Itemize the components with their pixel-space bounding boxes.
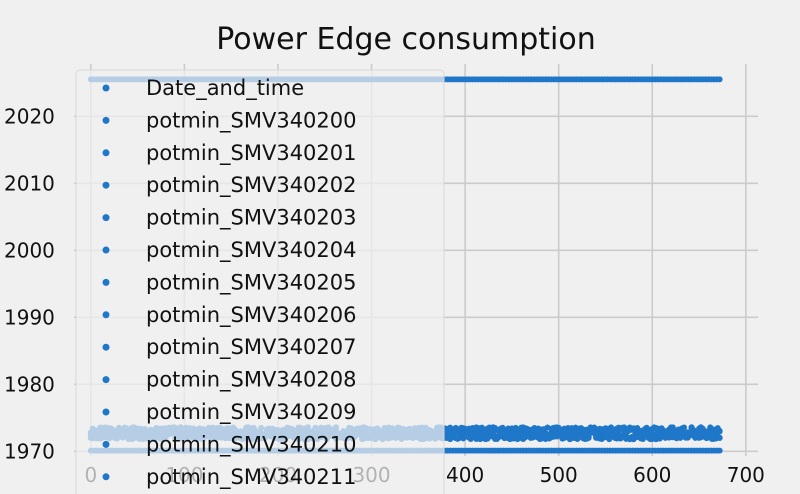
y-tick-label: 2000 <box>4 238 55 262</box>
legend-marker <box>102 473 110 481</box>
legend-marker <box>102 311 110 319</box>
data-point <box>639 436 646 443</box>
y-axis-ticks: 1970 1980 1990 2000 2010 2020 <box>4 104 55 463</box>
legend-entry: potmin_SMV340205 <box>146 270 357 295</box>
legend-entry: potmin_SMV340210 <box>146 432 357 457</box>
legend-marker <box>102 246 110 254</box>
data-point <box>716 447 723 454</box>
x-tick-label: 400 <box>446 463 484 487</box>
x-tick-label: 700 <box>727 463 765 487</box>
legend-box <box>75 69 445 494</box>
y-tick-label: 2020 <box>4 104 55 128</box>
data-point <box>716 434 723 441</box>
x-tick-label: 500 <box>540 463 578 487</box>
legend: Date_and_time potmin_SMV340200 potmin_SMV3… <box>75 69 445 494</box>
data-point <box>716 76 723 83</box>
legend-entry: potmin_SMV340202 <box>146 173 357 198</box>
y-tick-label: 1980 <box>4 372 55 396</box>
data-point <box>447 424 454 431</box>
legend-marker <box>102 376 110 384</box>
legend-entry: potmin_SMV340204 <box>146 238 357 263</box>
legend-entry: potmin_SMV340211 <box>146 465 357 490</box>
y-tick-label: 1990 <box>4 305 55 329</box>
data-point <box>669 424 676 431</box>
legend-marker <box>102 214 110 222</box>
legend-marker <box>102 116 110 124</box>
legend-entry: potmin_SMV340208 <box>146 368 357 393</box>
legend-marker <box>102 343 110 351</box>
y-tick-label: 2010 <box>4 171 55 195</box>
legend-entry: potmin_SMV340200 <box>146 108 357 133</box>
legend-entry: potmin_SMV340203 <box>146 206 357 231</box>
legend-marker <box>102 278 110 286</box>
legend-marker <box>102 408 110 416</box>
x-tick-label: 600 <box>633 463 671 487</box>
legend-marker <box>102 84 110 92</box>
data-point <box>716 427 723 434</box>
chart-title: Power Edge consumption <box>216 22 596 57</box>
legend-marker <box>102 181 110 189</box>
legend-marker <box>102 149 110 157</box>
legend-entry: potmin_SMV340207 <box>146 335 357 360</box>
legend-entry: potmin_SMV340201 <box>146 141 357 166</box>
legend-entry: potmin_SMV340209 <box>146 400 357 425</box>
legend-marker <box>102 440 110 448</box>
y-tick-label: 1970 <box>4 439 55 463</box>
legend-entry: potmin_SMV340206 <box>146 303 357 328</box>
legend-entry: Date_and_time <box>146 76 304 101</box>
